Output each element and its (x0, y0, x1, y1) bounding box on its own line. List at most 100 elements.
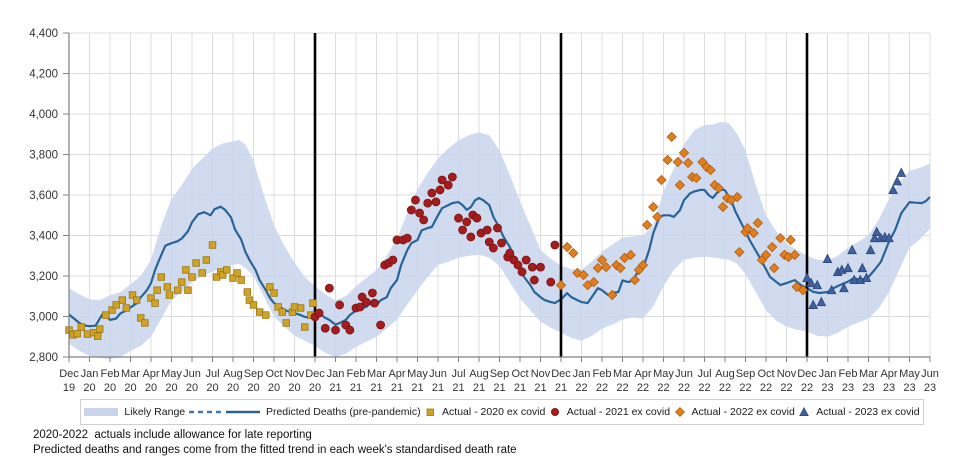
mortality-chart: 2,800 3,000 3,200 3,400 3,600 3,800 4,000 4,200… (29, 28, 939, 394)
series-actual-2020-ex-covid (65, 241, 317, 340)
svg-text:Jan: Jan (819, 368, 837, 380)
svg-text:22: 22 (780, 382, 792, 394)
svg-text:21: 21 (370, 382, 382, 394)
svg-text:21: 21 (432, 382, 444, 394)
chart-legend: Likely Range Predicted Deaths (pre-pandem… (80, 399, 924, 425)
actual-2021-swatch-icon (550, 408, 559, 416)
legend-label-likely-range: Likely Range (124, 406, 186, 418)
svg-text:23: 23 (924, 382, 936, 394)
svg-text:Mar: Mar (367, 368, 386, 380)
svg-text:22: 22 (739, 382, 751, 394)
svg-text:22: 22 (760, 382, 772, 394)
svg-text:22: 22 (657, 382, 669, 394)
svg-text:Oct: Oct (757, 368, 774, 380)
svg-text:23: 23 (883, 382, 895, 394)
svg-text:4,200: 4,200 (29, 69, 58, 81)
svg-text:21: 21 (411, 382, 423, 394)
svg-text:Sep: Sep (490, 368, 510, 380)
svg-text:21: 21 (329, 382, 341, 394)
svg-text:22: 22 (575, 382, 587, 394)
svg-text:20: 20 (186, 382, 198, 394)
svg-text:3,400: 3,400 (29, 231, 58, 243)
svg-text:22: 22 (637, 382, 649, 394)
predicted-dashed-swatch-icon (188, 410, 223, 414)
legend-item-actual-2023: Actual - 2023 ex covid (798, 406, 920, 418)
legend-label-actual-2023: Actual - 2023 ex covid (816, 406, 920, 418)
svg-text:Nov: Nov (531, 368, 551, 380)
legend-label-actual-2020: Actual - 2020 ex covid (442, 406, 546, 418)
footnote-fitted-trend: Predicted deaths and ranges come from th… (33, 444, 517, 456)
legend-label-predicted-deaths: Predicted Deaths (pre-pandemic) (265, 406, 421, 418)
svg-text:21: 21 (350, 382, 362, 394)
svg-text:Feb: Feb (101, 368, 120, 380)
legend-item-likely-range: Likely Range (84, 406, 185, 418)
svg-text:20: 20 (145, 382, 157, 394)
svg-text:3,600: 3,600 (29, 190, 58, 202)
svg-text:Apr: Apr (388, 368, 405, 380)
legend-item-actual-2020: Actual - 2020 ex covid (424, 406, 545, 418)
svg-text:20: 20 (288, 382, 300, 394)
svg-text:Aug: Aug (223, 368, 243, 380)
svg-text:Jul: Jul (451, 368, 465, 380)
svg-text:Dec: Dec (797, 368, 817, 380)
svg-text:20: 20 (247, 382, 259, 394)
y-axis-labels: 2,800 3,000 3,200 3,400 3,600 3,800 4,000 4,200… (29, 28, 69, 364)
legend-label-actual-2021: Actual - 2021 ex covid (566, 406, 671, 418)
legend-item-predicted-dashed (188, 406, 223, 418)
svg-text:Sep: Sep (736, 368, 756, 380)
svg-text:21: 21 (534, 382, 546, 394)
svg-text:Sep: Sep (244, 368, 264, 380)
svg-text:Apr: Apr (880, 368, 897, 380)
svg-text:Jul: Jul (697, 368, 711, 380)
series-actual-2023-ex-covid (802, 167, 907, 309)
svg-text:21: 21 (514, 382, 526, 394)
svg-text:2,800: 2,800 (29, 352, 58, 364)
svg-text:22: 22 (719, 382, 731, 394)
svg-text:Jun: Jun (675, 368, 693, 380)
svg-text:Dec: Dec (551, 368, 571, 380)
svg-text:21: 21 (473, 382, 485, 394)
svg-text:Aug: Aug (469, 368, 489, 380)
svg-text:22: 22 (678, 382, 690, 394)
likely-range-swatch-icon (84, 408, 119, 416)
svg-text:3,000: 3,000 (29, 312, 58, 324)
svg-text:22: 22 (596, 382, 608, 394)
svg-text:Feb: Feb (839, 368, 858, 380)
svg-text:23: 23 (821, 382, 833, 394)
svg-text:20: 20 (227, 382, 239, 394)
legend-item-predicted-deaths: Predicted Deaths (pre-pandemic) (225, 406, 421, 418)
actual-2023-swatch-icon (799, 406, 810, 416)
predicted-deaths-swatch-icon (225, 410, 260, 414)
svg-text:3,200: 3,200 (29, 271, 58, 283)
svg-text:Feb: Feb (347, 368, 366, 380)
svg-text:Oct: Oct (511, 368, 528, 380)
svg-text:Aug: Aug (715, 368, 735, 380)
svg-text:May: May (161, 368, 182, 380)
svg-text:Jul: Jul (205, 368, 219, 380)
svg-text:Jun: Jun (183, 368, 201, 380)
svg-text:23: 23 (903, 382, 915, 394)
svg-text:22: 22 (616, 382, 628, 394)
svg-text:20: 20 (83, 382, 95, 394)
svg-text:Apr: Apr (634, 368, 651, 380)
svg-text:20: 20 (104, 382, 116, 394)
svg-text:Oct: Oct (265, 368, 282, 380)
svg-text:Nov: Nov (285, 368, 305, 380)
svg-text:Mar: Mar (613, 368, 632, 380)
svg-text:21: 21 (555, 382, 567, 394)
svg-text:May: May (653, 368, 674, 380)
legend-item-actual-2022: Actual - 2022 ex covid (674, 406, 795, 418)
svg-text:Mar: Mar (121, 368, 140, 380)
svg-text:Jun: Jun (921, 368, 939, 380)
actual-2020-swatch-icon (426, 408, 434, 416)
svg-text:Mar: Mar (859, 368, 878, 380)
footnote-late-reporting: 2020-2022 actuals include allowance for … (33, 429, 312, 441)
svg-text:20: 20 (165, 382, 177, 394)
svg-text:May: May (407, 368, 428, 380)
svg-text:20: 20 (206, 382, 218, 394)
svg-text:22: 22 (698, 382, 710, 394)
svg-text:20: 20 (309, 382, 321, 394)
svg-text:Dec: Dec (305, 368, 325, 380)
svg-text:23: 23 (862, 382, 874, 394)
svg-text:19: 19 (63, 382, 75, 394)
